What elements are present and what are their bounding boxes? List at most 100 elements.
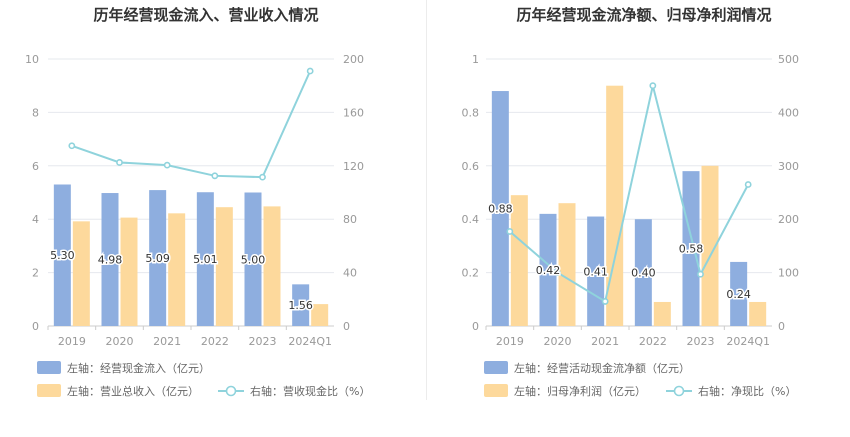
bar-secondary [558, 203, 576, 326]
left-axis-tick-label: 4 [32, 213, 39, 226]
bar-value-label: 5.00 [241, 253, 266, 266]
legend-line-marker [673, 385, 685, 397]
bar-primary [101, 193, 119, 326]
left-axis-tick-label: 0.8 [462, 106, 480, 119]
bar-value-label: 0.42 [536, 264, 561, 277]
bar-secondary [120, 217, 138, 326]
ratio-line [71, 70, 312, 179]
x-axis-tick-label: 2023 [687, 335, 715, 348]
right-axis-tick-label: 200 [778, 213, 799, 226]
right-axis-tick-label: 400 [778, 106, 799, 119]
left-axis-tick-label: 0.4 [462, 213, 480, 226]
right-axis-tick-label: 160 [343, 106, 364, 119]
right-axis-tick-label: 0 [343, 320, 350, 333]
bar-secondary [72, 221, 90, 326]
right-axis-tick-label: 100 [778, 267, 799, 280]
x-axis-tick-label: 2020 [106, 335, 134, 348]
ratio-point [601, 298, 609, 305]
bar-primary [292, 284, 310, 326]
legend-swatch[interactable] [484, 361, 508, 374]
right-axis-tick-label: 40 [343, 267, 357, 280]
left-axis-tick-label: 0 [472, 320, 479, 333]
ratio-point [554, 269, 561, 276]
ratio-point [649, 82, 657, 90]
left-axis-tick-label: 8 [32, 106, 39, 119]
left-axis-tick-label: 0 [32, 320, 39, 333]
chart-title: 历年经营现金流入、营业收入情况 [93, 6, 318, 24]
left-axis-tick-label: 0.6 [462, 160, 480, 173]
bar-primary [491, 91, 509, 326]
bar-value-label: 0.58 [679, 243, 704, 256]
bar-primary [634, 219, 652, 326]
chart-title: 历年经营现金流净额、归母净利润情况 [516, 6, 771, 24]
ratio-point [116, 159, 123, 166]
bar-value-label: 4.98 [98, 254, 123, 267]
x-axis-tick-label: 2021 [591, 335, 619, 348]
legend-label: 右轴：营收现金比（%） [250, 384, 370, 398]
x-axis-tick-label: 2024Q1 [726, 335, 770, 348]
bar-secondary [168, 213, 186, 326]
x-axis-tick-label: 2024Q1 [288, 335, 332, 348]
right-axis-tick-label: 120 [343, 160, 364, 173]
bar-primary [53, 184, 71, 326]
bar-secondary [263, 206, 281, 326]
chart-net-cash-net-profit: 历年经营现金流净额、归母净利润情况 0 0 0.2 100 0.4 200 0.6 300 0.8… [462, 6, 800, 398]
bar-value-label: 5.09 [145, 252, 170, 265]
left-axis-tick-label: 1 [472, 53, 479, 66]
bar-primary [244, 192, 262, 326]
x-axis-tick-label: 2020 [544, 335, 572, 348]
right-axis-tick-label: 0 [778, 320, 785, 333]
legend-label: 左轴：营业总收入（亿元） [67, 384, 199, 398]
bar-secondary [510, 195, 528, 326]
x-axis-tick-label: 2022 [201, 335, 229, 348]
ratio-point [68, 142, 76, 150]
ratio-point [259, 173, 266, 181]
ratio-point [697, 270, 704, 278]
legend-label: 右轴：净现比（%） [698, 384, 796, 398]
ratio-point [306, 67, 314, 75]
bar-secondary [749, 301, 767, 326]
bar-primary [196, 192, 214, 326]
bar-value-label: 0.88 [488, 203, 512, 216]
chart-cash-inflow-revenue: 历年经营现金流入、营业收入情况 0 0 2 40 4 80 6 120 8 160 10 200 2019… [25, 6, 370, 398]
bar-primary [730, 261, 748, 326]
ratio-line [509, 85, 750, 304]
ratio-point [506, 228, 514, 235]
bar-secondary [215, 207, 233, 326]
ratio-point [211, 172, 219, 180]
x-axis-tick-label: 2022 [639, 335, 667, 348]
bar-value-label: 0.41 [583, 265, 608, 278]
bar-primary [539, 213, 557, 326]
ratio-point [163, 161, 171, 169]
right-axis-tick-label: 300 [778, 160, 799, 173]
bar-value-label: 5.01 [193, 253, 218, 266]
legend-swatch[interactable] [484, 384, 508, 397]
bar-value-label: 1.56 [288, 299, 313, 312]
legend-label: 左轴：经营现金流入（亿元） [67, 361, 210, 375]
right-axis-tick-label: 80 [343, 213, 357, 226]
bar-value-label: 5.30 [50, 249, 75, 262]
bar-secondary [606, 85, 624, 326]
left-axis-tick-label: 10 [25, 53, 39, 66]
legend-label: 左轴：归母净利润（亿元） [514, 384, 646, 398]
x-axis-tick-label: 2019 [496, 335, 524, 348]
bar-secondary [701, 165, 719, 326]
right-axis-tick-label: 200 [343, 53, 364, 66]
left-axis-tick-label: 6 [32, 160, 39, 173]
bar-primary [682, 171, 700, 326]
x-axis-tick-label: 2019 [58, 335, 86, 348]
right-axis-tick-label: 500 [778, 53, 799, 66]
ratio-point [744, 181, 752, 188]
panel-divider [426, 0, 427, 400]
left-axis-tick-label: 0.2 [462, 267, 480, 280]
legend-swatch[interactable] [37, 384, 61, 397]
x-axis-tick-label: 2021 [153, 335, 181, 348]
left-axis-tick-label: 2 [32, 267, 39, 280]
x-axis-tick-label: 2023 [249, 335, 277, 348]
bar-primary [149, 190, 167, 326]
legend-line-marker [225, 385, 237, 397]
bar-secondary [311, 304, 329, 326]
bar-secondary [653, 301, 671, 326]
legend-swatch[interactable] [37, 361, 61, 374]
